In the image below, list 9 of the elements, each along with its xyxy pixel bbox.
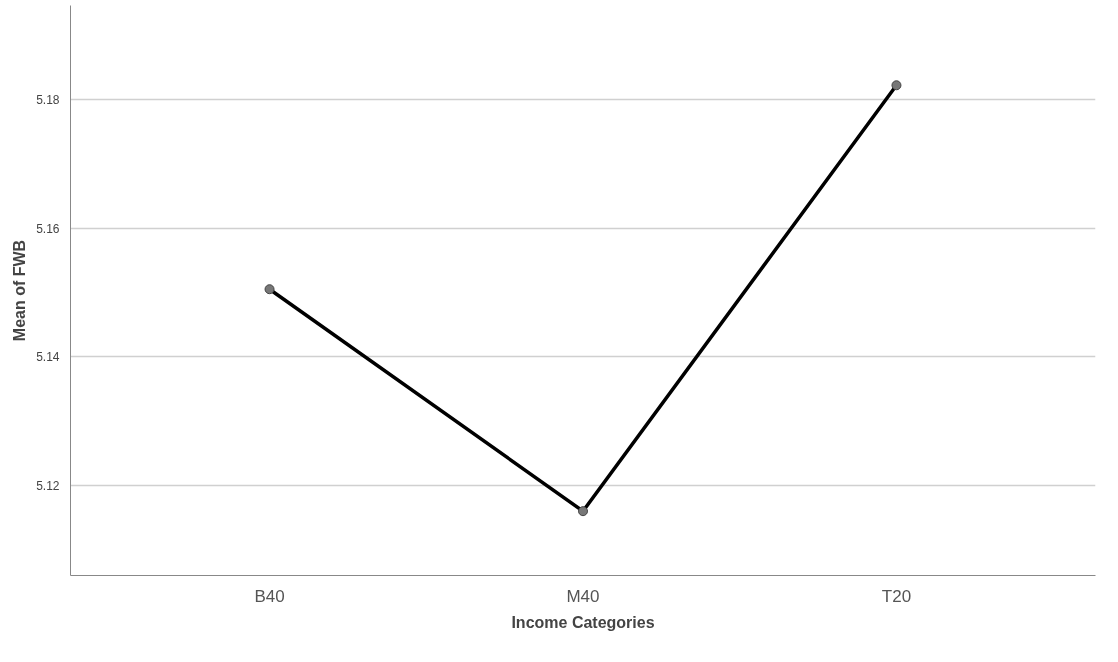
x-tick-label: B40	[254, 586, 285, 606]
x-tick-label: M40	[566, 586, 600, 606]
y-axis-title: Mean of FWB	[11, 239, 29, 342]
y-tick-label: 5.14	[36, 350, 60, 365]
y-tick-label: 5.16	[36, 221, 60, 236]
x-axis-title: Income Categories	[511, 613, 655, 631]
y-tick-label: 5.12	[36, 478, 60, 493]
y-tick-label: 5.18	[36, 92, 60, 107]
x-tick-label: T20	[881, 586, 912, 606]
